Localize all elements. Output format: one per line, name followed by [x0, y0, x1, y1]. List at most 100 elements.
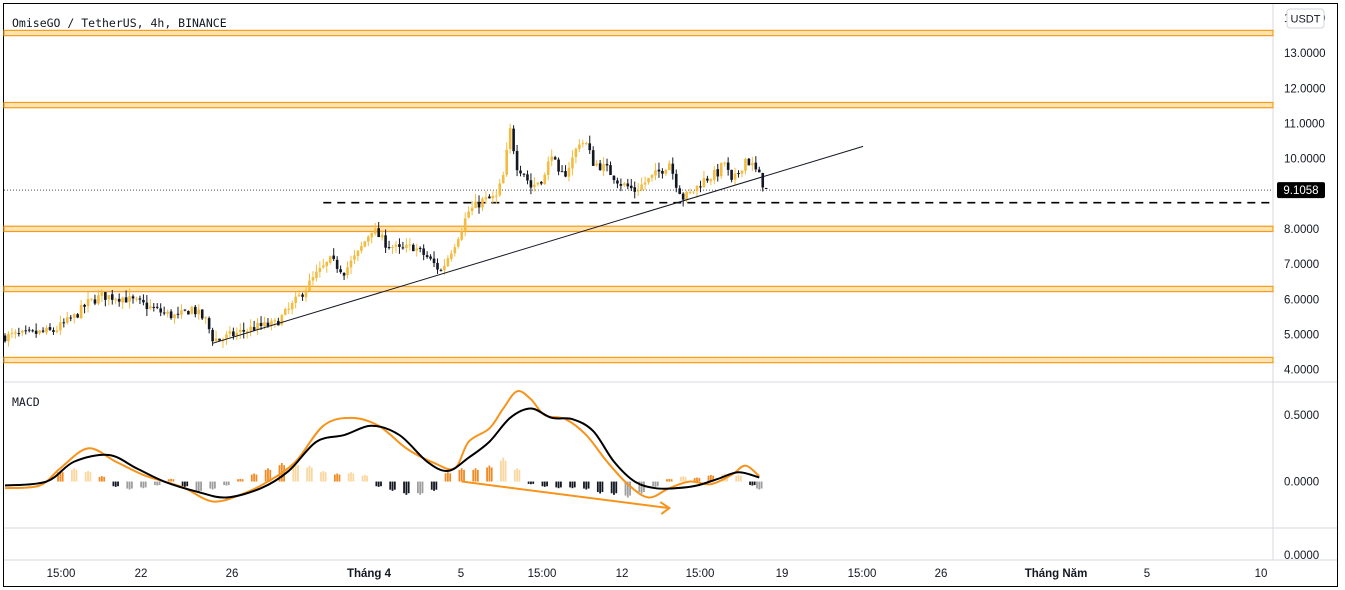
macd-histogram-bar-28-1 — [446, 472, 449, 482]
candle-body-90 — [315, 271, 318, 278]
candle-body-82 — [287, 308, 291, 310]
currency-badge-box — [1286, 8, 1325, 29]
macd-histogram-bar-8-0 — [167, 479, 170, 482]
candle-body-215 — [747, 158, 751, 166]
candle-body-78 — [273, 320, 277, 322]
macd-histogram-bar-26-2 — [421, 481, 424, 494]
candle-body-219 — [761, 173, 765, 188]
candle-body-153 — [533, 184, 536, 187]
macd-histogram-bar-26-0 — [417, 481, 419, 494]
candle-body-182 — [633, 187, 637, 192]
macd-histogram-bar-27-2 — [435, 481, 438, 490]
support-resistance-zones — [3, 29, 1274, 364]
macd-histogram-bar-4-2 — [117, 481, 119, 487]
candle-body-195 — [678, 188, 681, 194]
candle-body-147 — [512, 128, 515, 152]
candle-body-37 — [131, 296, 135, 299]
candle-body-57 — [200, 309, 204, 319]
macd-histogram-bar-24-2 — [393, 481, 396, 490]
candle-body-131 — [456, 239, 460, 247]
divergence-arrow-head — [659, 501, 672, 515]
candle-body-186 — [647, 177, 650, 183]
macd-histogram-bar-3-2 — [103, 476, 106, 482]
candle-body-134 — [467, 211, 470, 218]
macd-axis-label-0: 0.5000 — [1284, 410, 1319, 422]
currency-badge[interactable]: USDT — [1286, 8, 1325, 29]
candle-body-171 — [595, 163, 598, 166]
price-axis-label-5: 8.0000 — [1284, 224, 1319, 236]
candle-body-136 — [474, 201, 477, 208]
candle-body-188 — [654, 170, 657, 176]
macd-histogram-bar-9-1 — [184, 481, 186, 487]
signal-line — [4, 407, 760, 499]
candle-body-1 — [7, 333, 10, 342]
candle-body-192 — [668, 163, 671, 171]
macd-histogram-bar-34-2 — [532, 481, 535, 484]
candle-body-97 — [339, 269, 342, 273]
candle-body-204 — [709, 179, 713, 182]
macd-histogram-bar-15-2 — [269, 469, 272, 482]
macd-histogram-bar-47-1 — [709, 474, 712, 482]
macd-histogram-bar-51-2 — [760, 481, 763, 489]
macd-histogram-bar-51-1 — [758, 481, 761, 490]
candle-body-16 — [59, 322, 62, 331]
macd-histogram-bar-37-0 — [569, 481, 572, 488]
candle-body-122 — [425, 255, 429, 257]
macd-histogram-bar-50-1 — [751, 481, 754, 486]
candle-body-68 — [238, 329, 242, 333]
candle-body-51 — [180, 310, 183, 315]
candle-body-93 — [325, 262, 329, 267]
candle-body-145 — [505, 149, 508, 175]
candle-body-50 — [176, 313, 180, 315]
candle-body-130 — [453, 247, 457, 254]
candle-body-35 — [124, 297, 128, 303]
candle-body-142 — [495, 195, 498, 197]
zone-3 — [3, 285, 1274, 293]
macd-histogram-bar-11-1 — [211, 481, 214, 490]
candle-body-216 — [751, 163, 754, 166]
macd-histogram-bar-30-0 — [472, 469, 475, 482]
macd-histogram-bar-42-1 — [640, 481, 643, 494]
candle-body-164 — [571, 157, 574, 169]
candle-body-148 — [515, 151, 519, 171]
candle-body-104 — [363, 241, 367, 247]
candle-body-201 — [699, 186, 702, 188]
time-axis[interactable]: 15:00 22 26 Tháng 4 5 15:00 12 15:00 19 15:00 26 Th… — [47, 568, 1268, 580]
candle-body-73 — [256, 322, 259, 330]
candle-body-128 — [446, 258, 450, 267]
macd-histogram-bar-0-1 — [59, 470, 62, 482]
candle-body-113 — [394, 244, 398, 247]
candle-body-45 — [159, 308, 162, 313]
candle-body-158 — [550, 156, 553, 161]
candle-body-32 — [114, 299, 118, 301]
candle-body-89 — [311, 277, 315, 281]
candle-body-137 — [477, 201, 481, 208]
macd-axis[interactable]: 0.5000 0.0000 0.0000 — [1284, 410, 1319, 562]
candle-body-143 — [498, 183, 502, 196]
trendline[interactable] — [212, 145, 864, 344]
macd-histogram-bar-47-0 — [707, 475, 710, 482]
macd-histogram-bar-35-0 — [541, 481, 544, 487]
candle-body-194 — [674, 173, 678, 188]
macd-histogram-bar-1-1 — [73, 468, 76, 482]
macd-histogram-bar-12-0 — [223, 481, 226, 486]
divergence-arrow[interactable] — [461, 480, 672, 515]
candle-body-61 — [214, 338, 218, 342]
candle-body-120 — [418, 247, 422, 249]
time-axis-label-5: 15:00 — [528, 568, 557, 580]
candle-body-105 — [367, 236, 370, 242]
macd-histogram-bar-12-2 — [227, 481, 230, 486]
candle-body-119 — [415, 248, 419, 251]
macd-histogram-bar-11-2 — [214, 481, 216, 489]
candle-body-44 — [155, 306, 159, 308]
macd-histogram-bar-21-2 — [352, 473, 355, 482]
candle-body-211 — [733, 173, 737, 180]
macd-histogram-bar-22-0 — [361, 475, 364, 482]
candle-body-62 — [218, 338, 221, 341]
candle-body-198 — [688, 191, 692, 193]
candle-body-23 — [83, 304, 86, 307]
candle-body-114 — [398, 244, 401, 247]
macd-histogram — [57, 457, 763, 498]
candle-body-41 — [145, 302, 149, 310]
